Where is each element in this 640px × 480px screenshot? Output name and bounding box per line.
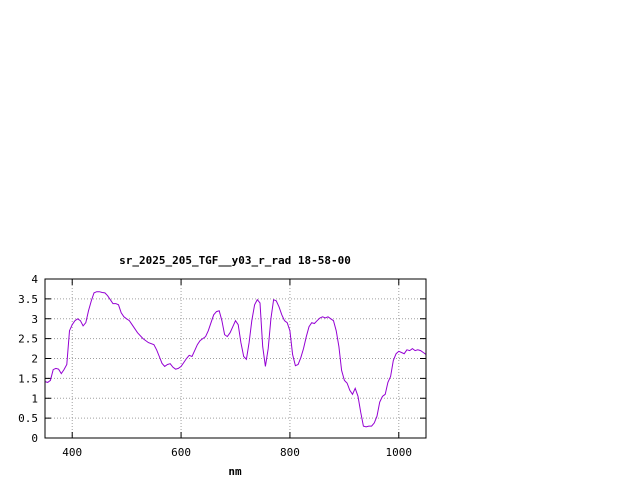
series-line	[44, 291, 427, 428]
x-tick-label: 800	[280, 446, 300, 459]
y-tick-label: 2.5	[18, 333, 38, 346]
x-axis-label: nm	[228, 465, 242, 478]
x-tick-labels: 400 600 800 1000	[62, 446, 412, 459]
y-tick-label: 3	[31, 313, 38, 326]
grid	[45, 279, 426, 438]
y-tick-label: 2	[31, 353, 38, 366]
y-tick-label: 4	[31, 273, 38, 286]
y-tick-label: 1	[31, 392, 38, 405]
y-tick-label: 1.5	[18, 372, 38, 385]
x-tick-label: 1000	[386, 446, 413, 459]
x-tick-label: 600	[171, 446, 191, 459]
chart-title: sr_2025_205_TGF__y03_r_rad 18-58-00	[119, 254, 351, 267]
y-tick-label: 0	[31, 432, 38, 445]
y-tick-labels: 0 0.5 1 1.5 2 2.5 3 3.5 4	[18, 273, 38, 445]
y-tick-label: 3.5	[18, 293, 38, 306]
y-tick-label: 0.5	[18, 412, 38, 425]
plot-border	[44, 278, 427, 439]
x-tick-label: 400	[62, 446, 82, 459]
